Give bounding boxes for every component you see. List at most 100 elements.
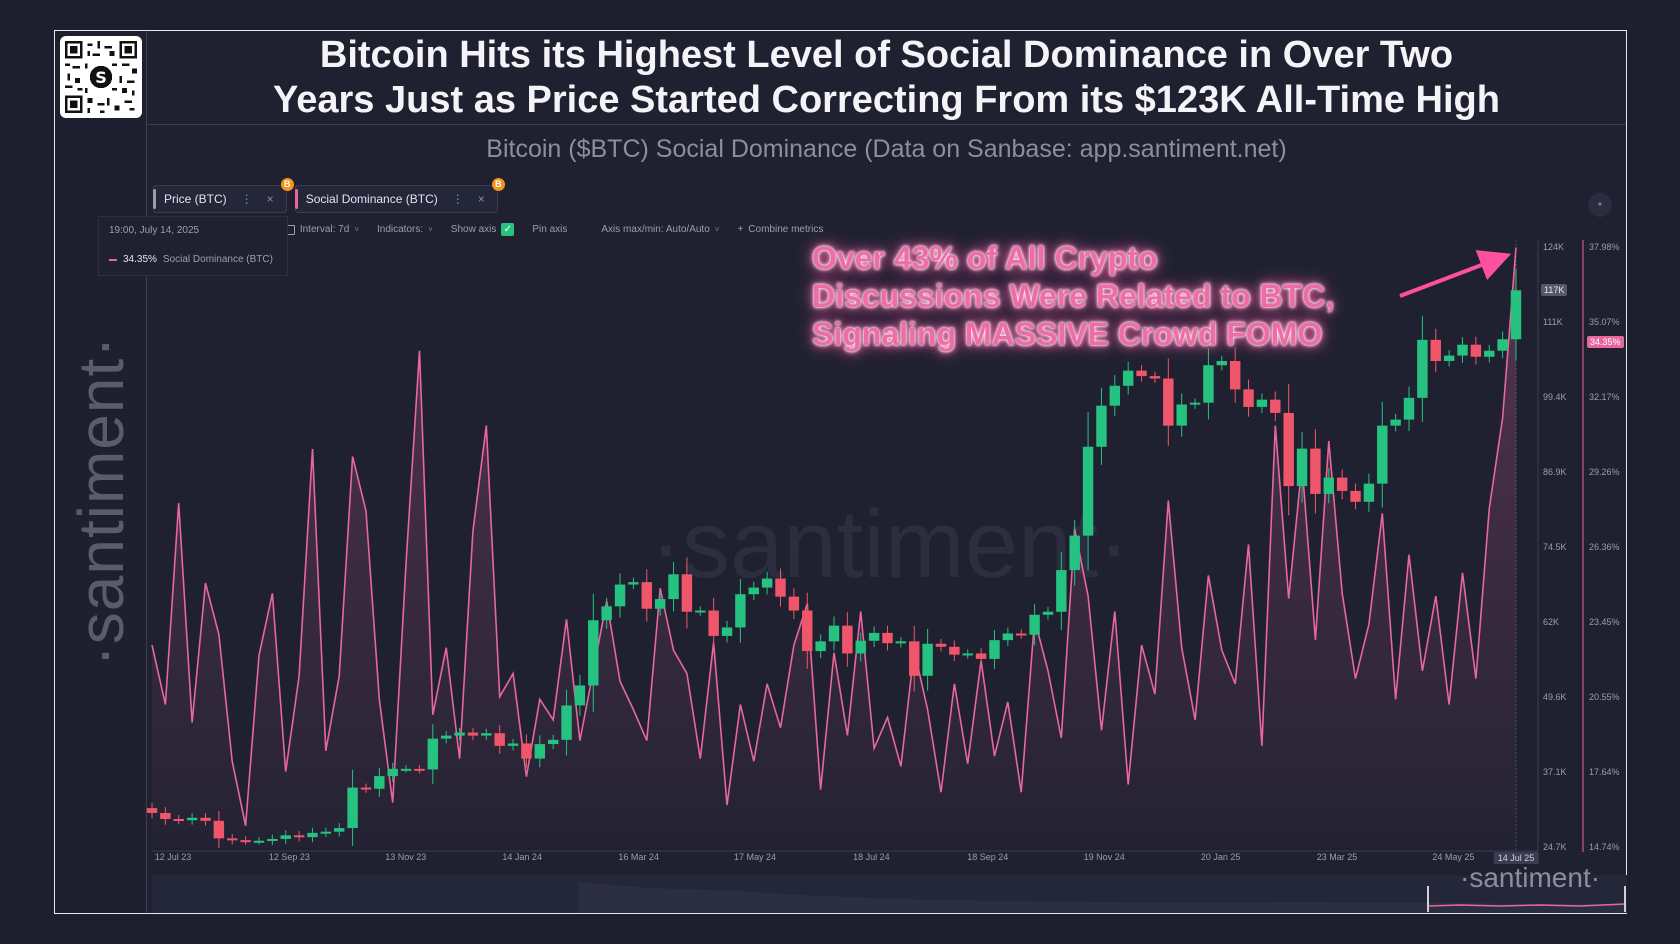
- close-icon[interactable]: ×: [266, 192, 274, 206]
- social-point: [418, 350, 420, 352]
- social-point: [298, 675, 300, 677]
- data-tooltip: 19:00, July 14, 2025 34.35% Social Domin…: [98, 216, 288, 276]
- social-point: [1181, 647, 1183, 649]
- candle-body: [1363, 483, 1375, 502]
- social-point: [1355, 678, 1357, 680]
- price-tick-label: 99.4K: [1543, 392, 1567, 402]
- social-point: [365, 510, 367, 512]
- candle-body: [1056, 570, 1067, 612]
- indicators-select[interactable]: Indicators: ˅: [377, 224, 433, 235]
- candle-body: [588, 620, 599, 686]
- price-tick-label: 49.6K: [1543, 692, 1567, 702]
- tab-social-dominance-btc[interactable]: Social Dominance (BTC) ⋮ × B: [294, 178, 505, 213]
- candle-body: [748, 587, 759, 595]
- show-axis-label: Show axis: [450, 224, 497, 235]
- combine-metrics-button[interactable]: + Combine metrics: [737, 224, 823, 235]
- chevron-down-icon: ˅: [354, 225, 359, 234]
- pin-axis-toggle[interactable]: Pin axis: [532, 224, 567, 235]
- candle-body: [414, 768, 425, 771]
- social-point: [632, 709, 634, 711]
- candle-body: [320, 831, 332, 834]
- social-tick-label: 14.74%: [1589, 842, 1620, 852]
- candle-body: [1403, 397, 1415, 420]
- social-point: [1288, 598, 1290, 600]
- show-axis-toggle[interactable]: Show axis ✓: [451, 223, 515, 236]
- social-point: [539, 698, 541, 700]
- social-point: [940, 791, 942, 793]
- candle-body: [815, 641, 826, 652]
- candle-body: [307, 832, 318, 838]
- social-point: [886, 716, 888, 718]
- candle-body: [1310, 448, 1321, 494]
- social-point: [900, 765, 902, 767]
- axis-maxmin-select[interactable]: Axis max/min: Auto/Auto ˅: [601, 224, 719, 235]
- x-tick-label: 19 Nov 24: [1083, 852, 1125, 862]
- social-point: [860, 611, 862, 613]
- candle-body: [494, 733, 505, 746]
- candle-body: [173, 818, 184, 821]
- candle-body: [534, 744, 546, 759]
- social-point: [1261, 745, 1263, 747]
- social-point: [780, 727, 782, 729]
- social-point: [1328, 440, 1330, 442]
- bitcoin-icon: B: [491, 178, 505, 191]
- x-tick-label: 24 May 25: [1432, 852, 1475, 862]
- social-point: [432, 714, 434, 716]
- candle-body: [989, 640, 1000, 659]
- social-point: [378, 698, 380, 700]
- candle-body: [1457, 344, 1468, 356]
- social-point: [967, 763, 969, 765]
- social-point: [552, 719, 554, 721]
- annotation-line-2: Discussions Were Related to BTC,: [812, 278, 1335, 314]
- social-point: [392, 802, 394, 804]
- more-icon[interactable]: ⋮: [451, 192, 464, 206]
- candle-body: [481, 733, 492, 736]
- checkbox-checked-icon[interactable]: ✓: [501, 223, 515, 236]
- candle-body: [1417, 339, 1428, 398]
- social-point: [873, 747, 875, 749]
- candle-body: [909, 641, 920, 676]
- tab-label: Price (BTC): [164, 192, 227, 206]
- social-point: [218, 634, 220, 636]
- social-point: [1100, 729, 1102, 731]
- social-point: [178, 502, 180, 504]
- candle-body: [1029, 614, 1040, 635]
- social-point: [271, 592, 273, 594]
- candle-body: [1002, 633, 1014, 641]
- santiment-bottom-watermark: ·santiment·: [1460, 862, 1601, 893]
- plus-icon: +: [737, 224, 744, 235]
- social-point: [1060, 737, 1062, 739]
- more-icon[interactable]: ⋮: [240, 192, 253, 206]
- social-dominance-area: [152, 247, 1516, 848]
- candle-body: [1109, 385, 1121, 406]
- candle-body: [1016, 633, 1027, 636]
- candle-body: [186, 817, 198, 821]
- social-point: [1127, 783, 1129, 785]
- social-point: [579, 740, 581, 742]
- social-point: [258, 654, 260, 656]
- social-point: [1515, 246, 1517, 248]
- social-point: [1114, 611, 1116, 613]
- social-point: [820, 789, 822, 791]
- close-icon[interactable]: ×: [477, 192, 485, 206]
- candle-body: [334, 828, 345, 832]
- price-tick-label: 111K: [1543, 317, 1563, 327]
- navigator-social-line: [1427, 903, 1626, 907]
- social-point: [325, 750, 327, 752]
- social-point: [1448, 703, 1450, 705]
- social-point: [846, 734, 848, 736]
- candle-body: [427, 738, 439, 770]
- social-point: [1020, 791, 1022, 793]
- social-point: [485, 425, 487, 427]
- x-tick-label: 12 Jul 23: [154, 852, 192, 862]
- candle-body: [400, 768, 412, 771]
- tooltip-date: 19:00, July 14, 2025: [109, 225, 200, 236]
- social-point: [1421, 670, 1423, 672]
- chart-menu-button[interactable]: •: [1588, 193, 1612, 217]
- social-point: [726, 804, 728, 806]
- social-point: [1381, 512, 1383, 514]
- tab-price-btc[interactable]: Price (BTC) ⋮ × B: [153, 178, 294, 213]
- candle-body: [1443, 355, 1455, 361]
- fomo-annotation: Over 43% of All Crypto Discussions Were …: [812, 239, 1334, 353]
- social-point: [352, 456, 354, 458]
